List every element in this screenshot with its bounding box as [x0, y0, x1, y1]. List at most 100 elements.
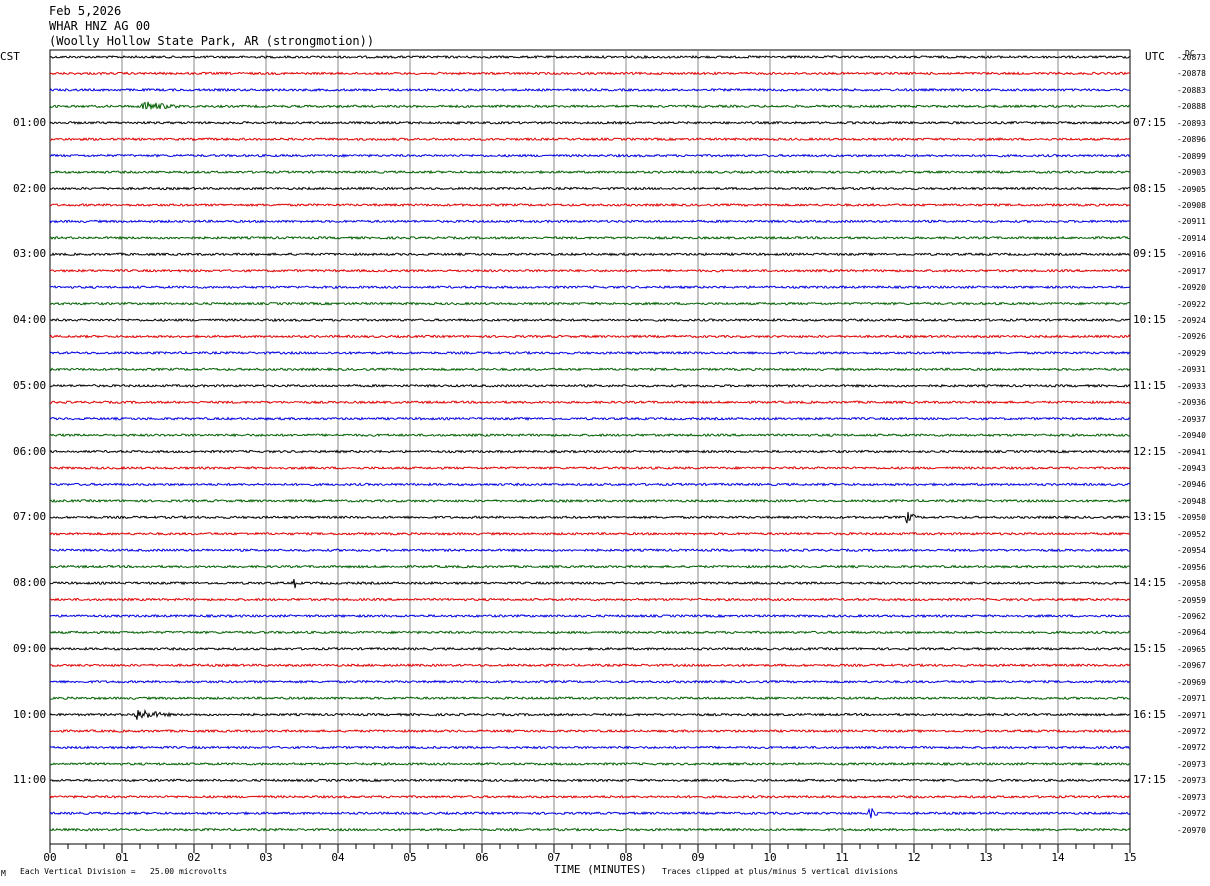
x-tick-label: 09	[691, 851, 705, 864]
trace-row	[49, 696, 1131, 701]
plot-date: Feb 5,2026	[49, 4, 122, 18]
trace-row	[49, 794, 1131, 799]
station-code: WHAR HNZ AG 00	[49, 19, 151, 33]
dc-offset-label: -20933	[1177, 381, 1206, 391]
dc-offset-label: -20971	[1177, 694, 1206, 704]
dc-offset-label: -20926	[1177, 332, 1206, 342]
dc-offset-label: -20896	[1177, 135, 1206, 145]
trace-row	[49, 708, 1131, 720]
right-hour-label: 14:15	[1133, 576, 1167, 590]
trace-row	[49, 728, 1131, 734]
dc-offset-label: -20946	[1177, 480, 1206, 490]
trace-row	[49, 219, 1131, 224]
left-hour-label: 06:00	[13, 444, 47, 458]
dc-offset-label: -20967	[1177, 661, 1206, 671]
trace-row	[49, 202, 1131, 208]
trace-row	[49, 679, 1131, 685]
dc-offset-label: -20893	[1177, 118, 1206, 128]
trace-row	[49, 252, 1131, 257]
trace-row	[49, 465, 1131, 471]
trace-row	[49, 630, 1131, 635]
dc-offset-label: -20965	[1177, 644, 1206, 654]
trace-row	[49, 597, 1131, 602]
trace-row	[49, 350, 1131, 356]
trace-row	[49, 101, 1131, 111]
right-hour-label: 10:15	[1133, 313, 1167, 327]
x-tick-label: 01	[115, 851, 129, 864]
dc-offset-label: -20911	[1177, 217, 1206, 227]
x-tick-label: 10	[763, 851, 777, 864]
trace-row	[49, 416, 1131, 421]
x-tick-label: 00	[43, 851, 57, 864]
right-timezone-label: UTC	[1145, 50, 1165, 63]
vertical-division-note: Each Vertical Division = 25.00 microvolt…	[20, 867, 228, 876]
trace-row	[49, 153, 1131, 158]
dc-offset-label: -20883	[1177, 85, 1206, 95]
trace-row	[49, 613, 1131, 619]
dc-offset-label: -20917	[1177, 266, 1206, 276]
trace-row	[49, 433, 1131, 438]
trace-row	[49, 761, 1131, 767]
right-hour-label: 16:15	[1133, 707, 1167, 721]
trace-row	[49, 531, 1131, 536]
dc-offset-label: -20924	[1177, 316, 1206, 326]
trace-row	[49, 578, 1131, 589]
clip-note: Traces clipped at plus/minus 5 vertical …	[662, 867, 899, 876]
trace-row	[49, 827, 1131, 832]
dc-offset-label: -20956	[1177, 562, 1206, 572]
trace-row	[49, 71, 1131, 76]
trace-row	[49, 449, 1131, 454]
dc-offset-label: -20969	[1177, 677, 1206, 687]
trace-row	[49, 383, 1131, 389]
left-hour-label: 09:00	[13, 641, 47, 655]
trace-row	[49, 186, 1130, 191]
trace-row	[49, 482, 1131, 487]
left-hour-label: 07:00	[13, 510, 47, 524]
dc-offset-label: -20916	[1177, 250, 1206, 260]
left-hour-label: 01:00	[13, 115, 47, 129]
left-hour-label: 10:00	[13, 707, 47, 721]
trace-row	[49, 317, 1131, 323]
trace-row	[49, 268, 1131, 273]
trace-row	[49, 400, 1131, 405]
scale-mark: M	[1, 869, 6, 878]
dc-offset-label: -20950	[1177, 513, 1206, 523]
dc-offset-label: -20940	[1177, 431, 1206, 441]
dc-offset-label: -20972	[1177, 809, 1206, 819]
x-tick-label: 04	[331, 851, 345, 864]
dc-offset-label: -20973	[1177, 776, 1206, 786]
left-hour-label: 05:00	[13, 378, 47, 392]
dc-offset-label: -20941	[1177, 447, 1206, 457]
dc-offset-label: -20948	[1177, 496, 1206, 506]
trace-row	[49, 87, 1130, 93]
dc-offset-label: -20929	[1177, 348, 1206, 358]
dc-offset-label: -20973	[1177, 792, 1206, 802]
x-tick-label: 11	[835, 851, 849, 864]
trace-row	[49, 498, 1131, 503]
dc-offset-label: -20973	[1177, 759, 1206, 769]
dc-offset-label: -20952	[1177, 529, 1206, 539]
dc-offset-label: -20878	[1177, 69, 1206, 79]
dc-offset-label: -20971	[1177, 710, 1206, 720]
dc-offset-label: -20922	[1177, 299, 1206, 309]
dc-offset-label: -20903	[1177, 168, 1206, 178]
dc-offset-label: -20937	[1177, 414, 1206, 424]
trace-row	[49, 169, 1131, 175]
right-hour-label: 15:15	[1133, 641, 1167, 655]
trace-row	[49, 120, 1131, 126]
trace-row	[49, 745, 1131, 750]
plot-frame	[49, 49, 1131, 845]
trace-row	[49, 367, 1131, 372]
dc-offset-label: -20943	[1177, 464, 1206, 473]
dc-label: DC	[1185, 49, 1195, 58]
x-tick-label: 06	[475, 851, 489, 864]
dc-offset-label: -20936	[1177, 398, 1206, 408]
dc-offset-label: -20972	[1177, 743, 1206, 753]
trace-row	[49, 807, 1131, 819]
trace-row	[49, 511, 1131, 524]
left-hour-label: 04:00	[13, 313, 47, 327]
dc-offset-label: -20970	[1177, 825, 1206, 835]
left-hour-label: 02:00	[13, 181, 47, 195]
dc-offset-label: -20959	[1177, 595, 1206, 605]
x-tick-label: 12	[907, 851, 921, 864]
